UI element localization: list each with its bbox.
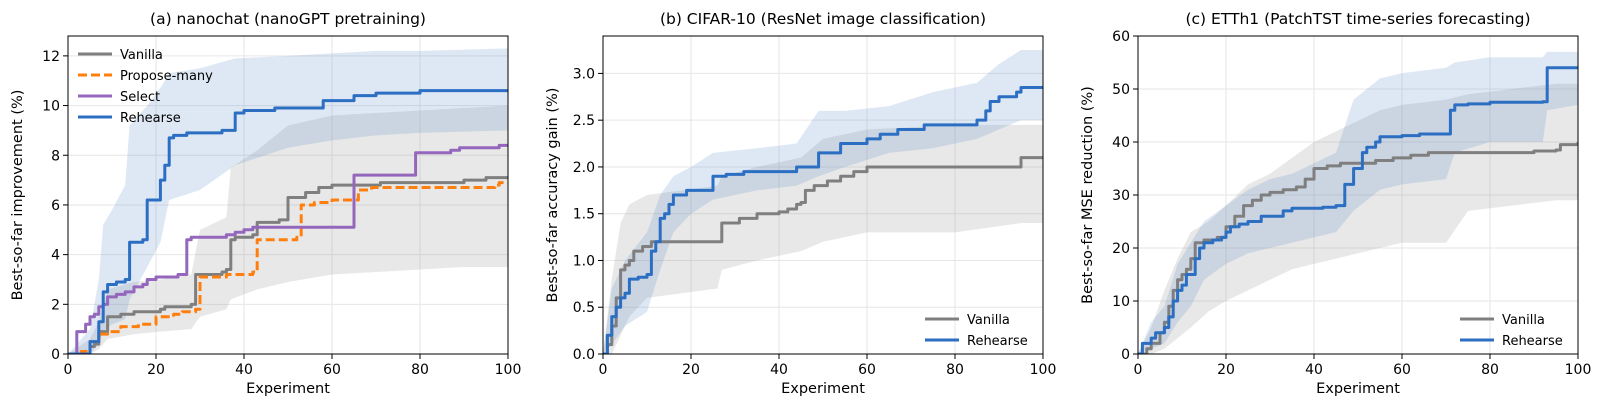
x-tick-label: 0 [64, 362, 73, 378]
y-tick-label: 20 [1112, 241, 1130, 257]
confidence-band [68, 105, 508, 354]
y-tick-label: 0 [51, 347, 60, 363]
legend-label: Vanilla [967, 313, 1010, 328]
x-tick-label: 100 [1565, 362, 1592, 378]
y-tick-label: 8 [51, 148, 60, 164]
chart-panel-1: 0 20 40 60 80 100 0.0 0.5 1.0 1.5 2.0 2.5 3.0 (b) CIF… [545, 10, 1056, 397]
y-tick-label: 0.0 [573, 347, 595, 363]
y-axis-label: Best-so-far accuracy gain (%) [545, 88, 561, 303]
x-tick-label: 80 [1481, 362, 1499, 378]
x-tick-label: 40 [1305, 362, 1323, 378]
y-tick-label: 2.0 [573, 160, 595, 176]
x-tick-label: 40 [770, 362, 788, 378]
confidence-band [68, 48, 508, 354]
legend-label: Rehearse [967, 334, 1028, 349]
legend: Vanilla Rehearse [1460, 313, 1563, 349]
series-line [1138, 66, 1578, 354]
x-axis-label: Experiment [781, 381, 865, 397]
y-tick-label: 50 [1112, 82, 1130, 98]
x-tick-label: 0 [1134, 362, 1143, 378]
legend-label: Propose-many [120, 69, 213, 84]
y-tick-label: 0 [1121, 347, 1130, 363]
y-tick-label: 4 [51, 248, 60, 264]
y-axis-label: Best-so-far MSE reduction (%) [1080, 86, 1096, 304]
y-tick-label: 3.0 [573, 66, 595, 82]
legend-label: Rehearse [1502, 334, 1563, 349]
y-tick-label: 2.5 [573, 113, 595, 129]
confidence-band [603, 124, 1043, 354]
y-tick-label: 1.0 [573, 253, 595, 269]
x-tick-label: 80 [946, 362, 964, 378]
legend-label: Select [120, 90, 160, 105]
x-tick-label: 60 [323, 362, 341, 378]
series-line [603, 85, 1043, 354]
series-line [68, 143, 508, 354]
y-tick-label: 12 [42, 49, 60, 65]
chart-title: (a) nanochat (nanoGPT pretraining) [150, 10, 426, 28]
x-tick-label: 20 [1217, 362, 1235, 378]
chart-panel-0: 0 20 40 60 80 100 0 2 4 6 8 10 12 (a) nanochat (nanoG… [10, 10, 521, 397]
chart-title: (b) CIFAR-10 (ResNet image classificatio… [660, 10, 986, 28]
y-tick-label: 30 [1112, 188, 1130, 204]
legend: Vanilla Rehearse [925, 313, 1028, 349]
x-tick-label: 20 [682, 362, 700, 378]
x-tick-label: 80 [411, 362, 429, 378]
plot-area [68, 48, 508, 354]
confidence-band [1138, 51, 1578, 354]
y-tick-label: 2 [51, 297, 60, 313]
y-tick-label: 10 [1112, 294, 1130, 310]
plot-area [603, 50, 1043, 354]
x-tick-label: 100 [495, 362, 522, 378]
legend: Vanilla Propose-many Select Rehearse [78, 48, 213, 126]
x-tick-label: 100 [1030, 362, 1057, 378]
y-tick-label: 1.5 [573, 207, 595, 223]
y-tick-label: 6 [51, 198, 60, 214]
y-axis-label: Best-so-far improvement (%) [10, 90, 26, 301]
series-line [68, 181, 508, 354]
x-axis-label: Experiment [1316, 381, 1400, 397]
plot-area [1138, 51, 1578, 354]
y-tick-label: 40 [1112, 135, 1130, 151]
chart-panel-2: 0 20 40 60 80 100 0 10 20 30 40 50 60 (c) ETTh1 (Patc… [1080, 10, 1591, 397]
series-line [68, 89, 508, 354]
legend-label: Vanilla [120, 48, 163, 63]
y-tick-label: 0.5 [573, 300, 595, 316]
x-tick-label: 0 [599, 362, 608, 378]
series-line [603, 156, 1043, 354]
x-tick-label: 40 [235, 362, 253, 378]
legend-label: Rehearse [120, 111, 181, 126]
x-tick-label: 60 [1393, 362, 1411, 378]
y-tick-label: 60 [1112, 29, 1130, 45]
legend-label: Vanilla [1502, 313, 1545, 328]
chart-title: (c) ETTh1 (PatchTST time-series forecast… [1185, 10, 1530, 28]
x-tick-label: 20 [147, 362, 165, 378]
axes-frame [602, 35, 1044, 355]
x-axis-label: Experiment [246, 381, 330, 397]
x-tick-label: 60 [858, 362, 876, 378]
y-tick-label: 10 [42, 99, 60, 115]
axes-frame [67, 35, 509, 355]
